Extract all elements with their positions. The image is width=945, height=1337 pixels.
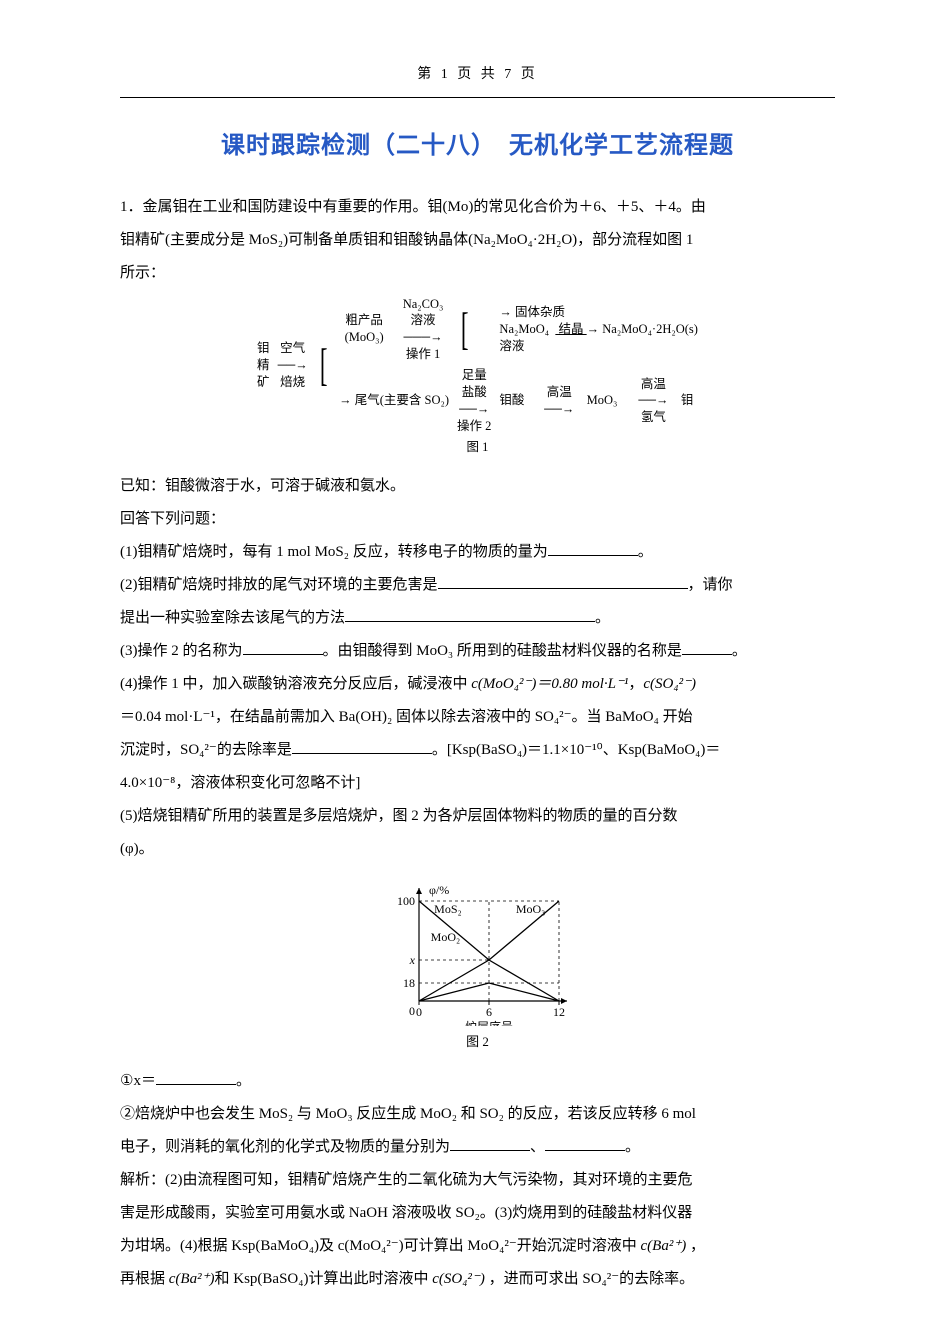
blank (548, 540, 638, 556)
fig1-solid-impurity: 固体杂质 (515, 305, 565, 319)
page-header: 第 1 页 共 7 页 (120, 60, 835, 91)
svg-text:φ/%: φ/% (429, 883, 449, 897)
blank (545, 1135, 625, 1151)
fig1-crude: 粗产品(MoO₃) (345, 313, 384, 344)
fig1-ht-arrow: 高温──→ (544, 385, 574, 416)
q1-p5-1: ①x＝。 (120, 1065, 835, 1098)
q1-ans-b: 害是形成酸雨，实验室可用氨水或 NaOH 溶液吸收 SO₂。(3)灼烧用到的硅酸… (120, 1197, 835, 1230)
svg-text:6: 6 (486, 1005, 492, 1019)
q1-p4b: ＝0.04 mol·L⁻¹，在结晶前需加入 Ba(OH)₂ 固体以除去溶液中的 … (120, 701, 835, 734)
q1-ans-d: 再根据 c(Ba²⁺)和 Ksp(BaSO₄)计算出此时溶液中 c(SO₄²⁻)… (120, 1263, 835, 1296)
q1-p5-2b: 电子，则消耗的氧化剂的化学式及物质的量分别为、。 (120, 1131, 835, 1164)
blank (292, 738, 432, 754)
fig1-left-label: 钼精矿 (257, 341, 270, 389)
blank (156, 1069, 236, 1085)
q1-ans-a: 解析：(2)由流程图可知，钼精矿焙烧产生的二氧化硫为大气污染物，其对环境的主要危 (120, 1164, 835, 1197)
fig2-caption: 图 2 (363, 1028, 593, 1057)
bracket-icon: [ (320, 342, 328, 388)
svg-text:炉层序号: 炉层序号 (464, 1019, 512, 1026)
svg-text:0: 0 (409, 1004, 415, 1018)
fig1-caption: 图 1 (253, 439, 702, 456)
q1-p5b: (φ)。 (120, 833, 835, 866)
q1-p4d: 4.0×10⁻⁸，溶液体积变化可忽略不计] (120, 767, 835, 800)
fig1-roast-arrow: 空气──→焙烧 (278, 341, 308, 389)
svg-text:18: 18 (403, 976, 415, 990)
svg-text:MoO₂: MoO₂ (430, 930, 460, 944)
q1-p1: (1)钼精矿焙烧时，每有 1 mol MoS₂ 反应，转移电子的物质的量为。 (120, 536, 835, 569)
page: 第 1 页 共 7 页 课时跟踪检测（二十八） 无机化学工艺流程题 1．金属钼在… (0, 0, 945, 1337)
q1-intro-line2: 钼精矿(主要成分是 MoS₂)可制备单质钼和钼酸钠晶体(Na₂MoO₄·2H₂O… (120, 224, 835, 257)
svg-text:0: 0 (416, 1005, 422, 1019)
q1-ans-c: 为坩埚。(4)根据 Ksp(BaMoO₄)及 c(MoO₄²⁻)可计算出 MoO… (120, 1230, 835, 1263)
svg-text:MoS₂: MoS₂ (434, 902, 462, 916)
q1-p4a: (4)操作 1 中，加入碳酸钠溶液充分反应后，碱浸液中 c(MoO₄²⁻)＝0.… (120, 668, 835, 701)
q1-p2b: 提出一种实验室除去该尾气的方法。 (120, 602, 835, 635)
q1-known: 已知：钼酸微溶于水，可溶于碱液和氨水。 (120, 470, 835, 503)
blank (345, 606, 595, 622)
q1-p5a: (5)焙烧钼精矿所用的装置是多层焙烧炉，图 2 为各炉层固体物料的物质的量的百分… (120, 800, 835, 833)
fig1-h2-arrow: 高温──→氢气 (638, 377, 668, 425)
q1-intro-line1: 1．金属钼在工业和国防建设中有重要的作用。钼(Mo)的常见化合价为＋6、＋5、＋… (120, 191, 835, 224)
fig1-moo3: MoO₃ (583, 367, 630, 435)
blank (682, 639, 732, 655)
doc-title: 课时跟踪检测（二十八） 无机化学工艺流程题 (120, 120, 835, 173)
fig1-tailgas: 尾气(主要含 SO₂) (355, 393, 449, 407)
blank (438, 573, 688, 589)
fig1-sol: Na₂MoO₄ (499, 322, 549, 336)
fig1-sol2: 溶液 (499, 339, 524, 353)
q1-p5-2a: ②焙烧炉中也会发生 MoS₂ 与 MoO₃ 反应生成 MoO₂ 和 SO₂ 的反… (120, 1098, 835, 1131)
svg-text:100: 100 (397, 894, 415, 908)
bracket-icon-2: [ (461, 306, 469, 352)
q1-prompt: 回答下列问题： (120, 503, 835, 536)
q1-p3: (3)操作 2 的名称为。由钼酸得到 MoO₃ 所用到的硅酸盐材料仪器的名称是。 (120, 635, 835, 668)
fig2-svg: MoS₂ MoO₃ MoO₂ 0 6 12 18 100 0 x φ/% 炉层序号 (383, 876, 573, 1026)
svg-text:12: 12 (553, 1005, 565, 1019)
figure-2: MoS₂ MoO₃ MoO₂ 0 6 12 18 100 0 x φ/% 炉层序号 图 2 (120, 872, 835, 1059)
q1-p2a: (2)钼精矿焙烧时排放的尾气对环境的主要危害是，请你 (120, 569, 835, 602)
svg-text:x: x (408, 953, 415, 967)
fig1-moacid: 钼酸 (495, 367, 535, 435)
svg-text:MoO₃: MoO₃ (515, 902, 545, 916)
fig1-op1-arrow: Na₂CO₃溶液───→操作 1 (403, 297, 444, 362)
blank (243, 639, 323, 655)
q1-intro-line3: 所示： (120, 257, 835, 290)
fig1-product: Na₂MoO₄·2H₂O(s) (602, 322, 698, 336)
fig1-hcl-arrow: 足量盐酸──→操作 2 (457, 368, 491, 433)
blank (450, 1135, 530, 1151)
q1-p4c: 沉淀时，SO₄²⁻的去除率是。[Ksp(BaSO₄)＝1.1×10⁻¹⁰、Ksp… (120, 734, 835, 767)
figure-1: 钼精矿 空气──→焙烧 [ 粗产品(MoO₃) (120, 296, 835, 464)
fig1-cryst-arrow: 结晶 → (555, 322, 599, 336)
header-rule (120, 97, 835, 98)
fig1-mo: 钼 (677, 367, 702, 435)
